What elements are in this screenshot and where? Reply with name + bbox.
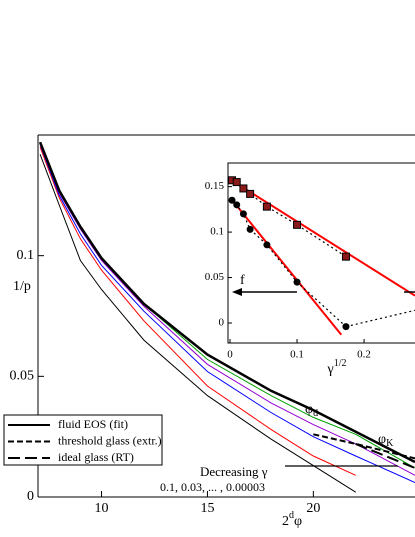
arrow-head — [232, 288, 242, 296]
annotation: φK — [378, 432, 394, 449]
x-tick-label: 15 — [200, 501, 214, 516]
series-line — [345, 309, 415, 328]
legend-box — [3, 414, 163, 466]
annotation-sub: K — [386, 438, 394, 449]
x-label-part: γ — [327, 362, 334, 377]
x-label-sup: d — [289, 510, 294, 521]
x-label-sup: 1/2 — [334, 358, 347, 369]
x-tick-label: 20 — [306, 501, 320, 516]
point — [233, 201, 241, 209]
annotation: 0.1, 0.03, ... , 0.00003 — [160, 480, 265, 494]
annotation: φd — [305, 402, 318, 419]
y-tick-label: 0.05 — [205, 271, 225, 283]
point — [232, 178, 241, 187]
legend-label: fluid EOS (fit) — [58, 417, 128, 431]
x-tick-label: 0.2 — [357, 349, 371, 361]
x-tick-label: 10 — [95, 501, 109, 516]
point — [239, 210, 247, 218]
y-tick-label: 0.15 — [205, 180, 225, 192]
legend-label: threshold glass (extr.) — [58, 433, 162, 447]
point — [246, 225, 254, 233]
series-line — [313, 433, 415, 460]
x-label-part: 2 — [282, 514, 289, 529]
legend-label: ideal glass (RT) — [58, 450, 134, 464]
x-label-part: φ — [294, 514, 302, 529]
series-line — [355, 442, 415, 469]
point — [293, 278, 301, 286]
y-tick-label: 0 — [219, 317, 225, 329]
series-line — [39, 146, 356, 476]
point — [342, 323, 350, 331]
series-line — [39, 144, 415, 483]
annotation-text: φ — [378, 432, 386, 447]
series-line — [229, 178, 415, 297]
annotation: Decreasing γ — [200, 464, 268, 479]
series-line — [38, 141, 415, 464]
inset-x-axis-label: γ1/2 — [327, 358, 347, 377]
y-tick-label: 0.1 — [17, 248, 35, 263]
point — [262, 202, 271, 211]
main-plot: 0 0.05 0.1 10 15 20 — [10, 134, 415, 516]
x-axis-label: 2dφ — [282, 510, 302, 529]
series-line — [39, 154, 356, 493]
point — [263, 241, 271, 249]
inset-frame — [227, 162, 415, 344]
y-tick-label: 0.05 — [10, 369, 35, 384]
y-tick-label: 0 — [27, 489, 34, 504]
point — [239, 184, 248, 193]
annotation-text: φ — [305, 402, 313, 417]
x-tick-label: 0.1 — [290, 349, 304, 361]
y-axis-label: 1/p — [13, 279, 31, 294]
point — [228, 196, 236, 204]
point — [246, 189, 255, 198]
annotation: f — [240, 273, 245, 288]
point — [293, 220, 302, 229]
y-tick-label: 0.1 — [210, 226, 224, 238]
series-line — [229, 196, 343, 336]
legend: fluid EOS (fit) threshold glass (extr.) id… — [3, 414, 163, 466]
x-tick-label: 0 — [227, 349, 233, 361]
annotation-sub: d — [313, 408, 318, 419]
inset-plot: 0 0.05 0.1 0.15 0 0.1 0.2 — [205, 176, 415, 361]
point — [341, 252, 350, 261]
